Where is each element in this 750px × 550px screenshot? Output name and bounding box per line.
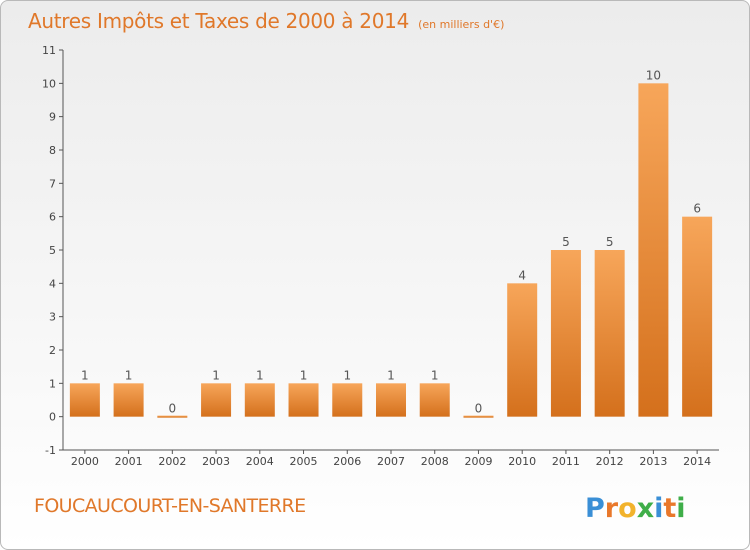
title-line: Autres Impôts et Taxes de 2000 à 2014 (e… xyxy=(28,9,504,33)
x-tick-label-2014: 2014 xyxy=(683,455,711,468)
data-label-2001: 1 xyxy=(125,368,133,382)
data-label-2004: 1 xyxy=(256,368,264,382)
data-label-2006: 1 xyxy=(343,368,351,382)
x-tick-label-2007: 2007 xyxy=(377,455,405,468)
x-tick-label-2001: 2001 xyxy=(115,455,143,468)
bar-2012 xyxy=(594,250,625,417)
data-label-2012: 5 xyxy=(606,235,614,249)
y-tick-label: 8 xyxy=(49,144,56,157)
y-tick-label: 6 xyxy=(49,211,56,224)
y-tick-label: 9 xyxy=(49,111,56,124)
bar-2006 xyxy=(332,383,363,417)
y-tick-label: 0 xyxy=(49,411,56,424)
x-tick-label-2012: 2012 xyxy=(596,455,624,468)
chart-title: Autres Impôts et Taxes de 2000 à 2014 xyxy=(28,9,409,33)
bar-2009 xyxy=(463,415,494,418)
bar-2010 xyxy=(507,283,538,417)
chart-unit: (en milliers d'€) xyxy=(418,18,505,31)
bar-2004 xyxy=(244,383,275,417)
x-tick-label-2013: 2013 xyxy=(639,455,667,468)
bar-2013 xyxy=(638,83,669,417)
bar-2005 xyxy=(288,383,319,417)
x-tick-label-2011: 2011 xyxy=(552,455,580,468)
data-label-2008: 1 xyxy=(431,368,439,382)
y-tick-label: 5 xyxy=(49,244,56,257)
bars xyxy=(69,83,713,418)
x-tick-label-2010: 2010 xyxy=(508,455,536,468)
svg-text:Proxiti: Proxiti xyxy=(585,493,686,524)
y-tick-label: 1 xyxy=(49,377,56,390)
x-tick-label-2009: 2009 xyxy=(464,455,492,468)
bar-2003 xyxy=(201,383,232,417)
data-label-2005: 1 xyxy=(300,368,308,382)
x-tick-label-2005: 2005 xyxy=(290,455,318,468)
commune-name: FOUCAUCOURT-EN-SANTERRE xyxy=(34,495,306,517)
data-label-2009: 0 xyxy=(475,402,483,416)
data-label-2010: 4 xyxy=(518,268,526,282)
proxiti-logo: Proxiti xyxy=(585,493,686,524)
x-tick-label-2006: 2006 xyxy=(333,455,361,468)
data-label-2013: 10 xyxy=(646,68,661,82)
bar-2001 xyxy=(113,383,144,417)
data-label-2002: 0 xyxy=(169,402,177,416)
data-label-2003: 1 xyxy=(212,368,220,382)
x-tick-label-2002: 2002 xyxy=(158,455,186,468)
bar-2008 xyxy=(419,383,450,417)
y-tick-label: -1 xyxy=(45,444,56,457)
y-tick-label: 2 xyxy=(49,344,56,357)
y-tick-label: 7 xyxy=(49,177,56,190)
y-tick-label: 11 xyxy=(42,44,56,57)
data-label-2014: 6 xyxy=(693,202,701,216)
bar-2007 xyxy=(376,383,406,417)
data-label-2000: 1 xyxy=(81,368,89,382)
bar-2014 xyxy=(682,216,713,417)
data-label-2007: 1 xyxy=(387,368,395,382)
bar-2011 xyxy=(550,250,581,417)
y-tick-label: 10 xyxy=(42,77,56,90)
x-tick-label-2000: 2000 xyxy=(71,455,99,468)
y-tick-label: 4 xyxy=(49,277,56,290)
bar-2002 xyxy=(157,415,188,418)
y-tick-label: 3 xyxy=(49,311,56,324)
x-tick-label-2003: 2003 xyxy=(202,455,230,468)
x-tick-label-2004: 2004 xyxy=(246,455,274,468)
x-tick-label-2008: 2008 xyxy=(421,455,449,468)
bar-2000 xyxy=(69,383,100,417)
data-label-2011: 5 xyxy=(562,235,570,249)
